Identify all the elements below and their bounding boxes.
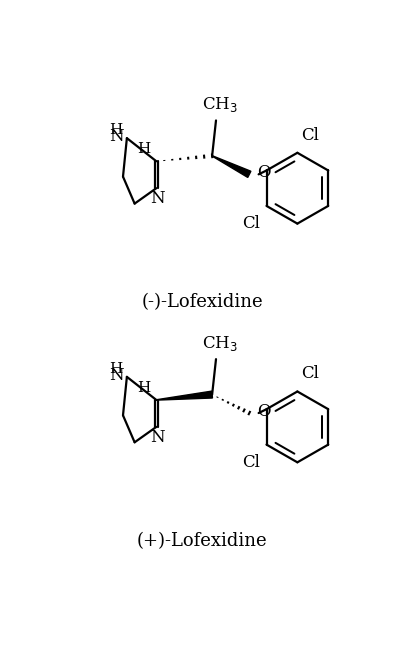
Text: H: H bbox=[109, 123, 123, 137]
Text: H: H bbox=[109, 362, 123, 376]
Text: Cl: Cl bbox=[243, 454, 260, 471]
Polygon shape bbox=[156, 391, 213, 400]
Text: (+)-Lofexidine: (+)-Lofexidine bbox=[137, 532, 267, 550]
Text: O: O bbox=[257, 164, 271, 182]
Text: CH$_3$: CH$_3$ bbox=[202, 334, 238, 353]
Text: H: H bbox=[137, 142, 150, 156]
Text: N: N bbox=[150, 190, 165, 208]
Text: Cl: Cl bbox=[243, 215, 260, 232]
Text: N: N bbox=[109, 128, 123, 145]
Text: CH$_3$: CH$_3$ bbox=[202, 95, 238, 115]
Text: N: N bbox=[109, 366, 123, 384]
Text: Cl: Cl bbox=[301, 127, 319, 143]
Text: N: N bbox=[150, 429, 165, 446]
Text: Cl: Cl bbox=[301, 365, 319, 383]
Text: H: H bbox=[137, 381, 150, 395]
Text: O: O bbox=[257, 403, 271, 420]
Text: (-)-Lofexidine: (-)-Lofexidine bbox=[141, 293, 263, 311]
Polygon shape bbox=[212, 155, 251, 178]
